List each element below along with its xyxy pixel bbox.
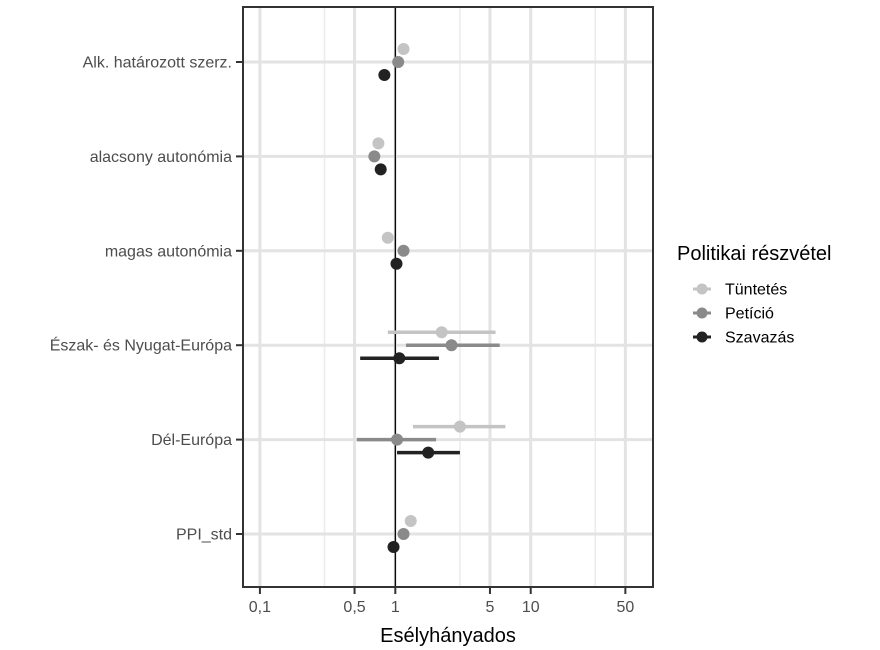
x-tick-label: 1 bbox=[391, 599, 400, 616]
data-point bbox=[378, 69, 391, 81]
x-axis-title: Esélyhányados bbox=[380, 625, 516, 647]
y-tick-label: Dél-Európa bbox=[151, 432, 232, 449]
legend-title: Politikai részvétel bbox=[677, 243, 832, 265]
data-point bbox=[397, 244, 410, 257]
y-tick-label: PPI_std bbox=[176, 527, 232, 544]
data-point bbox=[445, 339, 458, 352]
y-tick-label: alacsony autonómia bbox=[90, 149, 232, 166]
x-tick-label: 5 bbox=[486, 599, 495, 616]
plot-marks bbox=[356, 43, 506, 553]
legend-key-point bbox=[696, 331, 708, 343]
x-axis: 0,1 0,5 1 5 10 50 bbox=[249, 587, 634, 616]
grid-lines bbox=[243, 7, 653, 587]
y-tick-label: Alk. határozott szerz. bbox=[83, 55, 232, 72]
data-point bbox=[453, 420, 466, 433]
y-axis: Alk. határozott szerz. alacsony autonómia… bbox=[50, 55, 243, 544]
data-point bbox=[374, 163, 387, 176]
legend-entry-label: Szavazás bbox=[725, 330, 794, 347]
data-point bbox=[435, 326, 448, 339]
data-point bbox=[390, 257, 403, 270]
legend-entry-label: Petíció bbox=[725, 306, 774, 323]
data-point bbox=[368, 150, 381, 163]
data-point bbox=[397, 528, 410, 540]
data-point bbox=[393, 352, 406, 365]
data-point bbox=[392, 56, 405, 68]
x-tick-label: 10 bbox=[522, 599, 540, 616]
x-tick-label: 0,5 bbox=[343, 599, 365, 616]
data-point bbox=[381, 231, 394, 244]
x-tick-label: 0,1 bbox=[249, 599, 271, 616]
y-tick-label: Észak- és Nyugat-Európa bbox=[50, 336, 232, 355]
data-point bbox=[397, 43, 410, 55]
legend-key-point bbox=[696, 307, 708, 319]
data-point bbox=[387, 541, 400, 553]
panel-background bbox=[243, 7, 653, 587]
panel-border bbox=[242, 6, 654, 588]
data-point bbox=[391, 433, 404, 446]
legend: Politikai részvétel Tüntetés Petíció Szavaz… bbox=[677, 243, 832, 347]
legend-entry-label: Tüntetés bbox=[725, 282, 787, 299]
x-tick-label: 50 bbox=[616, 599, 634, 616]
y-tick-label: magas autonómia bbox=[105, 243, 232, 260]
data-point bbox=[404, 515, 417, 527]
data-point bbox=[372, 137, 385, 150]
legend-key-point bbox=[696, 283, 708, 295]
data-point bbox=[422, 446, 435, 459]
